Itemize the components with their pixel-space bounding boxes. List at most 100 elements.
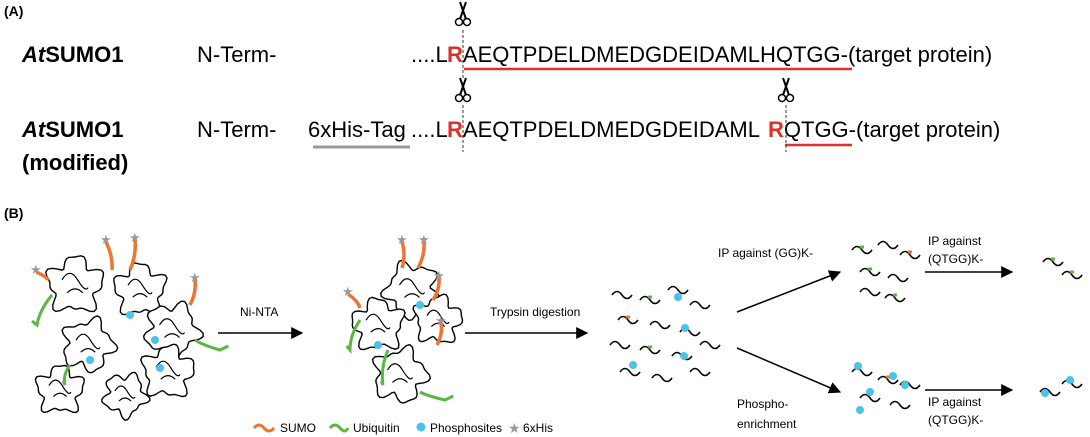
peptide [689,367,711,377]
peptide [1039,387,1061,397]
legend-label: Ubiquitin [353,421,400,435]
step-label: IP against (GG)K- [718,246,813,260]
peptide [889,400,911,410]
ubiquitin [61,364,72,386]
scissors [782,77,790,96]
protein [398,278,426,298]
his-tag: ★ [129,230,141,245]
peptide [617,315,639,325]
protein [61,315,119,374]
his-tag: ★ [418,232,430,247]
legend-label: 6xHis [523,421,553,435]
ubiquitin [419,390,454,402]
phosphosite [681,324,689,332]
tag: 6xHis-Tag [308,117,406,142]
ubiquitin [194,338,229,352]
illustrations: ★ ★ ★ ★ ★ ★ ★ ★ ★ [30,1,1083,421]
phosphosite [1041,389,1049,397]
phosphosite [680,352,688,360]
peptide [877,375,899,385]
peptide [859,393,881,403]
peptide [851,367,873,377]
seq: QTGG- [784,117,856,142]
step-label: Ni-NTA [240,305,278,319]
step-label: enrichment [737,417,797,431]
his-tag: ★ [189,270,201,285]
peptide [899,250,921,260]
sequence: 6xHis-Tag ....LRAEQTPDELDMEDGDEIDAML RQTGG… [308,117,1000,142]
peptide [877,240,899,250]
scissors [459,1,467,20]
phosphosite [854,362,862,370]
peptide [884,293,906,303]
peptide [639,345,661,355]
peptide [851,245,873,255]
scissors [454,17,464,27]
sumo [400,241,406,269]
name-italic: At [21,42,47,67]
peptide [1061,270,1083,280]
sumo [35,270,50,281]
seq: AEQTPDELDMEDGDEIDAMLHQTGG- [463,42,848,67]
construct-name: AtSUMO1 [21,42,123,67]
construct-subtitle: (modified) [22,150,128,175]
cleave-site: R [447,42,463,67]
his-tag: ★ [30,262,42,277]
phosphosite [1066,376,1074,384]
his-tag: ★ [435,313,447,328]
protein [142,300,204,362]
protein [158,318,186,338]
legend-label: SUMO [280,421,316,435]
phosphosite [629,361,637,369]
phosphosite [156,364,164,372]
peptide [1061,379,1083,389]
target: (target protein) [856,117,1000,142]
phosphosite [416,301,424,309]
sumo [346,292,362,309]
step-label: IP against [928,395,982,409]
seq-prefix: ....L [411,117,448,142]
sumo [435,322,444,346]
peptide [611,290,633,300]
peptide [609,340,631,350]
ubiquitin [379,349,390,386]
legend-swatch: ★ [508,420,521,436]
sumo [431,277,441,301]
protein [34,364,85,414]
legend-label: Phosphosites [430,421,502,435]
step-label: IP against [928,234,982,248]
protein [155,360,181,380]
scissors [459,77,467,96]
legend-swatch [416,422,426,432]
panel-label: (B) [4,205,23,221]
peptide [689,300,711,310]
protein [386,363,414,383]
name-bold: SUMO1 [45,117,123,142]
peptide [651,373,673,383]
peptide [649,320,671,330]
his-tag: ★ [342,284,354,299]
protein [48,379,72,398]
scissors [462,17,472,27]
nterm: N-Term- [197,117,276,142]
step-label: (QTGG)K- [928,413,983,427]
phosphosite [374,341,382,349]
arrow [736,270,842,313]
seq-prefix: ....L [411,42,448,67]
peptide [887,273,909,283]
phosphosite [674,293,682,301]
protein [75,333,101,353]
his-tag: ★ [396,232,408,247]
protein [100,371,151,421]
peptide [699,340,721,350]
step-label: (QTGG)K- [928,252,983,266]
protein [61,272,89,294]
panel-label: (A) [4,3,23,19]
phosphosite [866,388,874,396]
phosphosite [126,311,134,319]
peptide [619,367,641,377]
protein [127,278,153,298]
phosphosite [151,336,159,344]
phosphosite [889,372,897,380]
step-label: Phospho- [737,397,788,411]
